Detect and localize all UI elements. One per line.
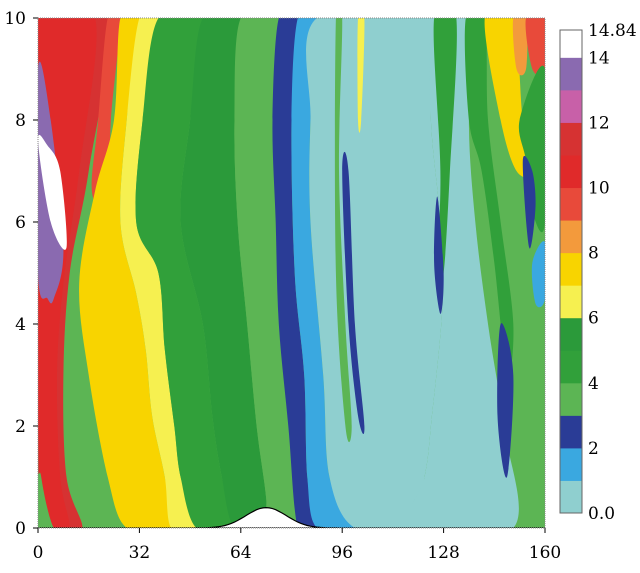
contour-band-level-4: [433, 18, 457, 286]
contour-band-level-5: [180, 18, 269, 528]
contour-band-level-0: [306, 18, 444, 528]
colorbar-segment: [560, 89, 582, 123]
contour-band-level-14: [38, 135, 67, 250]
colorbar-segment: [560, 447, 582, 481]
contour-band-level-4: [518, 65, 545, 232]
colorbar-segment: [560, 350, 582, 384]
x-tick-label: 32: [129, 543, 151, 563]
contour-band-level-1: [531, 241, 545, 308]
colorbar-segment: [560, 122, 582, 156]
colorbar-segment: [560, 285, 582, 319]
contour-band-level-4: [464, 18, 514, 377]
colorbar-segment: [560, 220, 582, 254]
contour-band-level-4: [135, 18, 236, 528]
x-tick-label: 64: [230, 543, 252, 563]
x-tick-label: 0: [33, 543, 44, 563]
colorbar-segment: [560, 317, 582, 351]
contour-band-level-2: [342, 151, 365, 434]
y-tick-label: 0: [15, 519, 26, 539]
x-axis: 0 32 64 96 128 160: [33, 528, 561, 563]
bottom-terrain-bump: [38, 506, 545, 528]
contour-band-level-2: [497, 323, 514, 478]
contour-band-level-8: [512, 18, 528, 76]
contour-band-level-6: [357, 18, 365, 133]
contour-band-level-2: [272, 18, 318, 528]
colorbar-tick-label: 8: [588, 244, 599, 264]
contour-bands: [38, 18, 545, 528]
x-tick-label: 128: [427, 543, 459, 563]
contour-band-level-0: [407, 18, 519, 528]
colorbar-tick-label: 4: [588, 374, 599, 394]
colorbar-tick-label: 14.84: [588, 21, 637, 41]
colorbar-tick-label: 6: [588, 309, 599, 329]
terrain-bump: [38, 506, 545, 528]
y-tick-label: 2: [15, 417, 26, 437]
x-tick-label: 160: [529, 543, 561, 563]
y-tick-label: 8: [15, 111, 26, 131]
colorbar-tick-label: 12: [588, 113, 610, 133]
colorbar-segment: [560, 252, 582, 286]
x-tick-label: 96: [331, 543, 353, 563]
y-tick-label: 4: [15, 315, 26, 335]
colorbar-labels: 0.0 2 4 6 8 10 12 14 14.84: [588, 21, 637, 524]
plot-frame: [37, 17, 546, 529]
contour-band-level-7: [79, 18, 174, 528]
contour-band-level-1: [291, 18, 355, 528]
contour-band-level-3: [234, 18, 299, 528]
colorbar-segment: [560, 154, 582, 189]
y-tick-label: 6: [15, 213, 26, 233]
colorbar-segment: [560, 57, 582, 91]
colorbar-segment: [560, 480, 582, 514]
contour-band-level-9: [525, 18, 545, 76]
contour-band-level-2: [522, 155, 536, 249]
colorbar-tick-label: 2: [588, 439, 599, 459]
contour-band-level-6: [120, 18, 197, 528]
colorbar-tick-label: 14: [588, 48, 610, 68]
colorbar: [559, 29, 583, 514]
contour-band-level-2: [434, 196, 444, 314]
colorbar-tick-label: 10: [588, 179, 610, 199]
y-axis: 0 2 4 6 8 10: [4, 9, 38, 539]
colorbar-frame: [559, 29, 583, 514]
colorbar-tick-label: 0.0: [588, 504, 615, 524]
colorbar-segment: [560, 415, 582, 449]
y-tick-label: 10: [4, 9, 26, 29]
colorbar-segment: [560, 30, 582, 58]
colorbar-segment: [560, 187, 582, 221]
colorbar-segment: [560, 382, 582, 416]
contour-band-level-9: [91, 18, 121, 216]
contour-band-level-3: [334, 18, 352, 442]
